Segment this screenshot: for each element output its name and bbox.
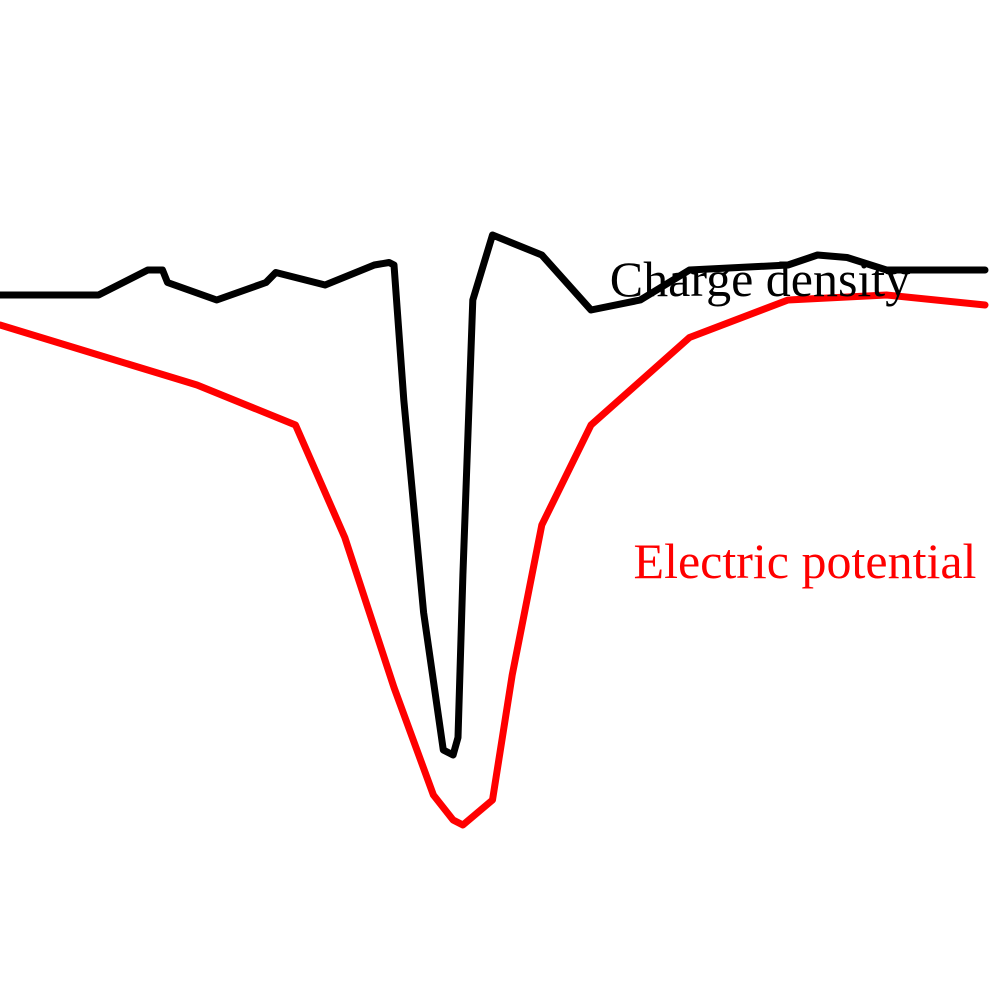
- series-line-charge-density: [0, 231, 989, 759]
- series-label-electric-potential: Electric potential: [634, 533, 977, 589]
- series-layer: [0, 231, 989, 829]
- series-line-electric-potential: [0, 291, 989, 829]
- series-label-charge-density: Charge density: [610, 251, 910, 307]
